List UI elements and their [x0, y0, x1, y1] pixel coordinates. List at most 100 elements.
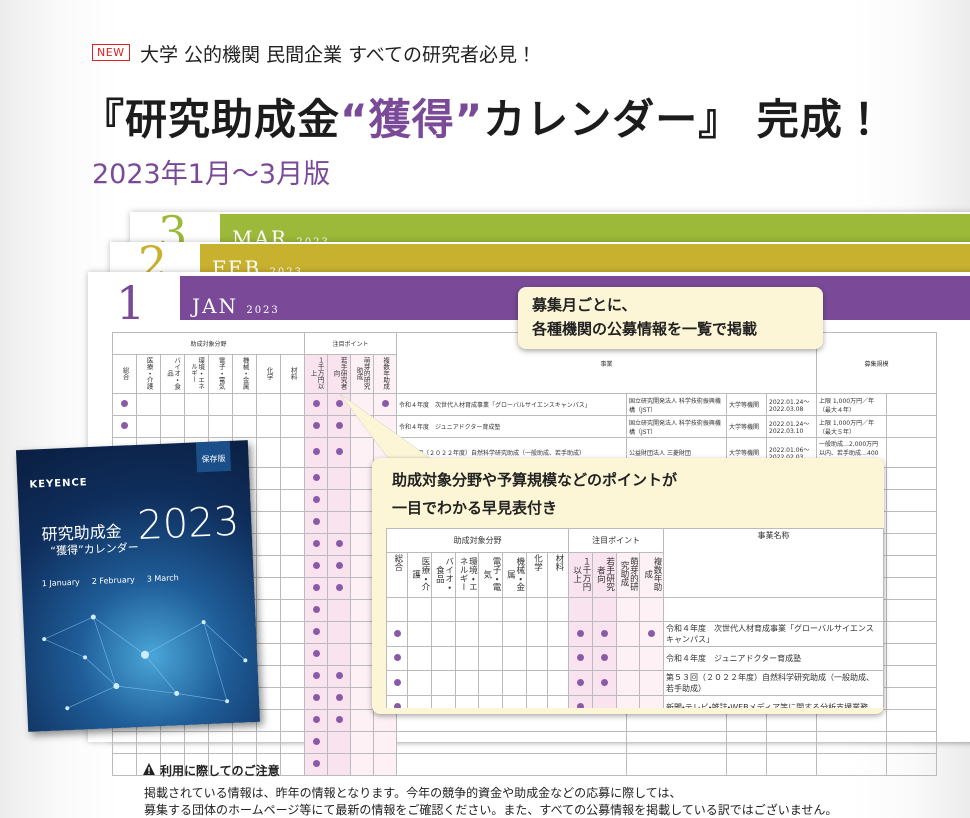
cell: [280, 511, 305, 534]
group-header: 注目ポイント: [304, 332, 397, 355]
dot: [312, 694, 320, 701]
dot: [312, 738, 320, 745]
cell: [304, 687, 328, 710]
cell: [568, 695, 593, 708]
pointer-shape: [339, 393, 431, 459]
title-part: 『研究助成金: [82, 95, 341, 144]
warning-icon: [143, 763, 155, 775]
col-header: 萌芽的研究助成: [355, 356, 371, 390]
cell: [304, 665, 328, 688]
col-header: 萌芽的研究助成: [619, 557, 639, 591]
col-header-cell: 医療・介護: [407, 552, 432, 598]
dot: [393, 629, 401, 637]
ribbon: 保存版: [195, 440, 232, 473]
notice-line: 掲載されている情報は、昨年の情報となります。今年の競争的資金や助成金などの応募に…: [144, 786, 682, 800]
col-header-cell: 環境・エネルギー: [454, 552, 480, 598]
cell: [886, 731, 937, 754]
cell: [886, 709, 937, 732]
dot: [335, 540, 343, 547]
col-header: 総合: [121, 366, 130, 380]
cell: [280, 709, 305, 732]
cell: [766, 753, 817, 776]
col-header-cell: バイオ・食品: [160, 354, 185, 394]
cell: [280, 731, 305, 754]
cell: [407, 621, 432, 647]
cell: 国立研究開発法人 科学技術振興機構（JST）: [626, 393, 727, 416]
col-header: 若手研究者向: [332, 356, 348, 390]
col-header-cell: 環境・エネルギー: [184, 354, 209, 394]
cell: [886, 555, 937, 578]
col-header: １千万円以上: [571, 557, 591, 591]
cell: [568, 621, 593, 647]
cell: [304, 533, 328, 556]
col-header-cell: 萌芽的研究助成: [350, 354, 374, 394]
dot: [335, 716, 343, 723]
cell: [256, 393, 281, 416]
col-header-cell: 電子・電気: [208, 354, 233, 394]
col-header-cell: 化学: [525, 552, 549, 598]
cell: [886, 753, 937, 776]
cell: [256, 665, 281, 688]
cell: [615, 621, 641, 647]
cell: [386, 597, 409, 622]
cell: [478, 670, 504, 696]
booklet-subtitle: “獲得”カレンダー: [50, 540, 140, 558]
cell: [639, 621, 665, 647]
month-number: 1: [116, 276, 146, 330]
cell: [256, 687, 281, 710]
cell: [280, 665, 305, 688]
cell: [407, 695, 432, 708]
cell: [350, 577, 374, 600]
dot: [312, 448, 320, 455]
cell: [886, 393, 937, 416]
cell: [816, 731, 887, 754]
cell: [386, 670, 409, 696]
cell: [591, 695, 617, 708]
col-header-cell: 総合: [112, 354, 137, 394]
col-header: 機械・金属: [241, 356, 250, 390]
col-header-cell: １千万円以上: [304, 354, 328, 394]
cell: [304, 415, 328, 438]
col-header: 若手研究者向: [595, 557, 615, 591]
cell: [208, 393, 233, 416]
col-header-cell: 機械・金属: [502, 552, 527, 598]
cell: [430, 597, 456, 622]
cell: [591, 621, 617, 647]
cell: [454, 695, 480, 708]
cell: [280, 753, 305, 776]
booklet-month: 3 March: [146, 573, 179, 584]
dot: [312, 760, 320, 767]
main-title: 『研究助成金“獲得”カレンダー』 完成！: [82, 86, 886, 147]
dot: [577, 654, 585, 661]
cell: [160, 731, 185, 754]
cell: [208, 731, 233, 754]
cell: [304, 489, 328, 512]
cell: [430, 621, 456, 647]
cell: 上限 1,000万円／年（最大５年）: [816, 415, 887, 438]
cell: [232, 415, 257, 438]
cell: [407, 670, 432, 696]
cell: [304, 731, 328, 754]
cell: [726, 753, 767, 776]
cell: [615, 646, 641, 671]
header-row: 総合 医療・介護 バイオ・食品 環境・エネルギー 電子・電気 機械・金属 化学 材料 １千万円以…: [386, 552, 884, 598]
cell: [327, 577, 351, 600]
cell: [886, 489, 937, 512]
cell: [304, 437, 328, 468]
cell: [766, 731, 817, 754]
cell: [256, 643, 281, 666]
col-header-cell: 医療・介護: [136, 354, 161, 394]
callout-line: 一目でわかる早見表付き: [392, 499, 558, 517]
cell: [886, 665, 937, 688]
cell: [407, 597, 432, 622]
cell: [256, 555, 281, 578]
year: 2023: [246, 305, 280, 316]
cell: 大学等機関: [726, 393, 767, 416]
cell: [280, 555, 305, 578]
booklet: KEYENCE 保存版 研究助成金 “獲得”カレンダー 2023 1 Janua…: [15, 440, 261, 732]
cell: [454, 670, 480, 696]
month-band: [220, 214, 970, 242]
cell: [546, 597, 570, 622]
cell: [280, 489, 305, 512]
notice-title: 利用に際してのご注意: [160, 764, 280, 778]
